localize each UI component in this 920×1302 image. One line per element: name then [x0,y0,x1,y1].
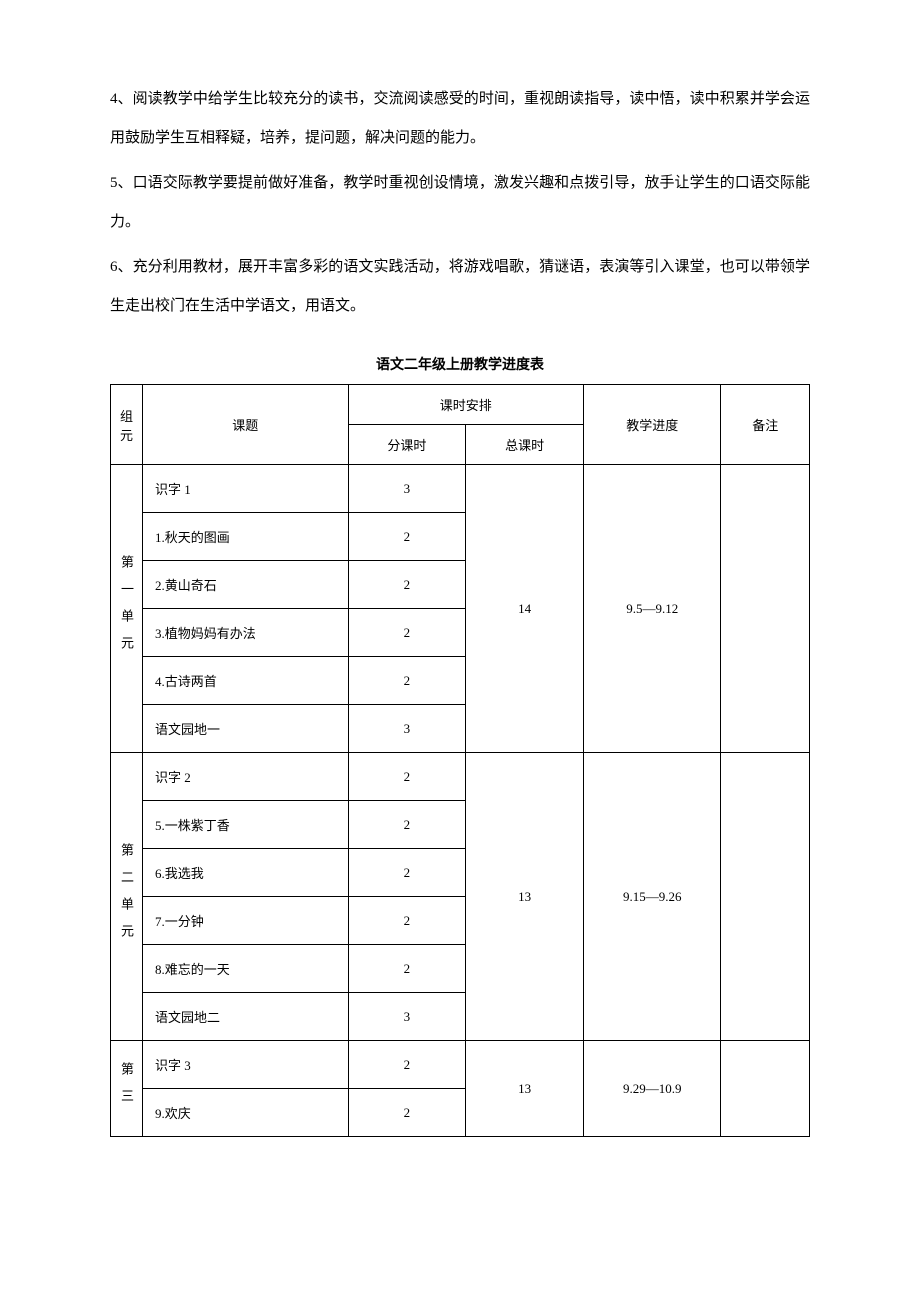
header-progress: 教学进度 [583,385,720,465]
header-sub-period: 分课时 [348,425,466,465]
topic-cell: 9.欢庆 [142,1089,348,1137]
paragraph-4: 4、阅读教学中给学生比较充分的读书，交流阅读感受的时间，重视朗读指导，读中悟，读… [110,80,810,158]
total-period-cell: 13 [466,1041,584,1137]
sub-period-cell: 3 [348,705,466,753]
sub-period-cell: 3 [348,993,466,1041]
table-row: 第二单元 识字 2 2 13 9.15—9.26 [111,753,810,801]
progress-cell: 9.29—10.9 [583,1041,720,1137]
topic-cell: 3.植物妈妈有办法 [142,609,348,657]
sub-period-cell: 2 [348,897,466,945]
sub-period-cell: 2 [348,513,466,561]
table-header-row-1: 组元 课题 课时安排 教学进度 备注 [111,385,810,425]
unit-1-label: 第一单元 [111,465,143,753]
remark-cell [721,1041,810,1137]
sub-period-cell: 2 [348,1089,466,1137]
total-period-cell: 14 [466,465,584,753]
sub-period-cell: 2 [348,657,466,705]
remark-cell [721,753,810,1041]
topic-cell: 8.难忘的一天 [142,945,348,993]
topic-cell: 2.黄山奇石 [142,561,348,609]
remark-cell [721,465,810,753]
unit-3-label: 第三 [111,1041,143,1137]
sub-period-cell: 2 [348,1041,466,1089]
table-row: 第一单元 识字 1 3 14 9.5—9.12 [111,465,810,513]
paragraph-6: 6、充分利用教材，展开丰富多彩的语文实践活动，将游戏唱歌，猜谜语，表演等引入课堂… [110,248,810,326]
topic-cell: 识字 1 [142,465,348,513]
header-total-period: 总课时 [466,425,584,465]
topic-cell: 识字 3 [142,1041,348,1089]
schedule-table: 组元 课题 课时安排 教学进度 备注 分课时 总课时 第一单元 识字 1 3 1… [110,384,810,1137]
header-unit: 组元 [111,385,143,465]
sub-period-cell: 3 [348,465,466,513]
topic-cell: 7.一分钟 [142,897,348,945]
header-period-arrange: 课时安排 [348,385,583,425]
sub-period-cell: 2 [348,849,466,897]
header-topic: 课题 [142,385,348,465]
total-period-cell: 13 [466,753,584,1041]
topic-cell: 语文园地一 [142,705,348,753]
sub-period-cell: 2 [348,945,466,993]
sub-period-cell: 2 [348,561,466,609]
paragraph-5: 5、口语交际教学要提前做好准备，教学时重视创设情境，激发兴趣和点拨引导，放手让学… [110,164,810,242]
sub-period-cell: 2 [348,801,466,849]
progress-cell: 9.15—9.26 [583,753,720,1041]
sub-period-cell: 2 [348,609,466,657]
topic-cell: 1.秋天的图画 [142,513,348,561]
progress-cell: 9.5—9.12 [583,465,720,753]
table-row: 第三 识字 3 2 13 9.29—10.9 [111,1041,810,1089]
topic-cell: 识字 2 [142,753,348,801]
topic-cell: 5.一株紫丁香 [142,801,348,849]
sub-period-cell: 2 [348,753,466,801]
header-remark: 备注 [721,385,810,465]
topic-cell: 语文园地二 [142,993,348,1041]
unit-2-label: 第二单元 [111,753,143,1041]
topic-cell: 4.古诗两首 [142,657,348,705]
topic-cell: 6.我选我 [142,849,348,897]
table-title: 语文二年级上册教学进度表 [110,354,810,374]
